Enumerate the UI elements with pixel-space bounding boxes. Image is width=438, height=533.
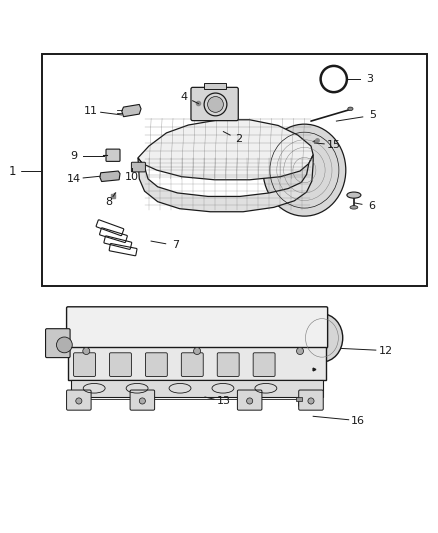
FancyBboxPatch shape	[181, 353, 203, 376]
Text: 14: 14	[67, 174, 81, 184]
FancyBboxPatch shape	[299, 390, 323, 410]
Circle shape	[308, 398, 314, 404]
Text: 7: 7	[172, 240, 179, 251]
FancyBboxPatch shape	[217, 353, 239, 376]
Circle shape	[76, 398, 82, 404]
FancyBboxPatch shape	[130, 390, 155, 410]
FancyBboxPatch shape	[67, 307, 328, 348]
Text: 13: 13	[216, 397, 230, 406]
Polygon shape	[100, 171, 120, 182]
Circle shape	[139, 398, 145, 404]
Circle shape	[297, 348, 304, 354]
Circle shape	[57, 337, 72, 353]
FancyBboxPatch shape	[110, 353, 131, 376]
FancyBboxPatch shape	[46, 329, 70, 358]
Text: 10: 10	[125, 172, 139, 182]
Text: 2: 2	[235, 134, 242, 144]
Polygon shape	[122, 104, 141, 117]
Circle shape	[247, 398, 253, 404]
Text: 4: 4	[180, 92, 187, 102]
Circle shape	[194, 348, 201, 354]
Text: 3: 3	[367, 74, 374, 84]
Circle shape	[208, 96, 223, 112]
FancyBboxPatch shape	[191, 87, 238, 120]
Bar	[68, 346, 326, 379]
Ellipse shape	[301, 314, 343, 362]
Text: 6: 6	[368, 201, 375, 211]
FancyBboxPatch shape	[253, 353, 275, 376]
FancyBboxPatch shape	[106, 149, 120, 161]
Polygon shape	[138, 155, 313, 212]
Text: 8: 8	[105, 197, 112, 207]
Text: 12: 12	[378, 345, 392, 356]
Text: 1: 1	[8, 165, 16, 177]
Ellipse shape	[263, 124, 346, 216]
Ellipse shape	[350, 206, 358, 209]
FancyBboxPatch shape	[74, 353, 95, 376]
Text: 9: 9	[70, 151, 77, 160]
FancyBboxPatch shape	[131, 162, 145, 172]
Ellipse shape	[347, 192, 361, 198]
Bar	[71, 379, 323, 397]
Ellipse shape	[348, 107, 353, 110]
Bar	[204, 83, 226, 89]
Text: 15: 15	[327, 140, 341, 150]
FancyBboxPatch shape	[145, 353, 167, 376]
Polygon shape	[138, 120, 313, 180]
Text: 16: 16	[351, 416, 365, 426]
FancyBboxPatch shape	[67, 390, 91, 410]
Text: 5: 5	[369, 110, 376, 120]
Bar	[296, 397, 302, 401]
Text: 11: 11	[84, 106, 98, 116]
FancyBboxPatch shape	[237, 390, 262, 410]
Circle shape	[83, 348, 90, 354]
Bar	[42, 54, 427, 286]
